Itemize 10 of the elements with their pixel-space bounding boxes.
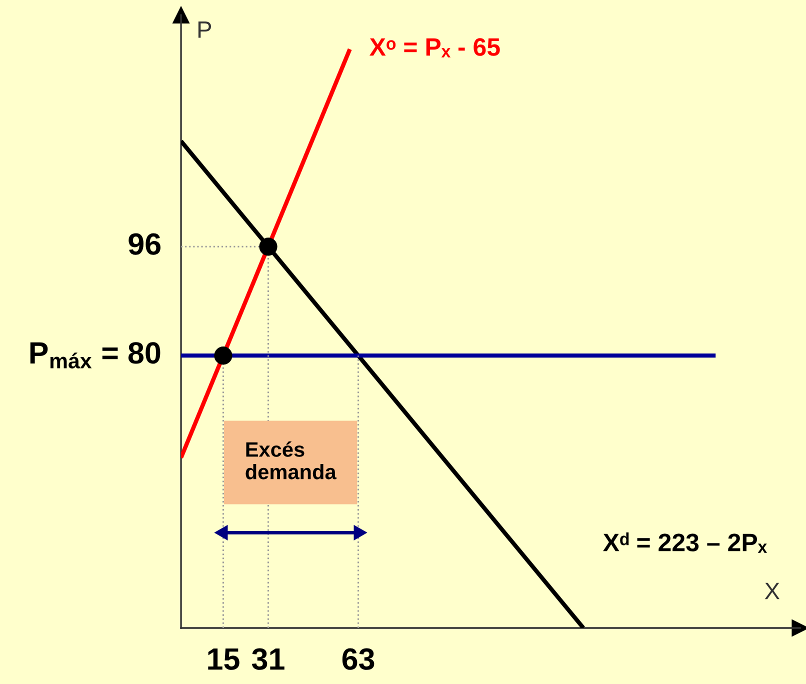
y-axis-title: P: [198, 22, 212, 38]
y-tick-label: P$_{máx}$ = 80: [30, 342, 160, 368]
series-label: Xᵒ = Pₓ - 65: [370, 38, 500, 58]
text: Xᵈ = 223 – 2Pₓ: [603, 532, 768, 553]
x-axis-title: X: [764, 582, 780, 600]
x-tick-label: 15: [208, 648, 240, 670]
annotation: Excés demanda: [246, 441, 336, 480]
y-tick-label: 96: [128, 233, 160, 255]
x-tick-label: 63: [342, 648, 374, 670]
x-tick-label: 31: [252, 648, 284, 670]
